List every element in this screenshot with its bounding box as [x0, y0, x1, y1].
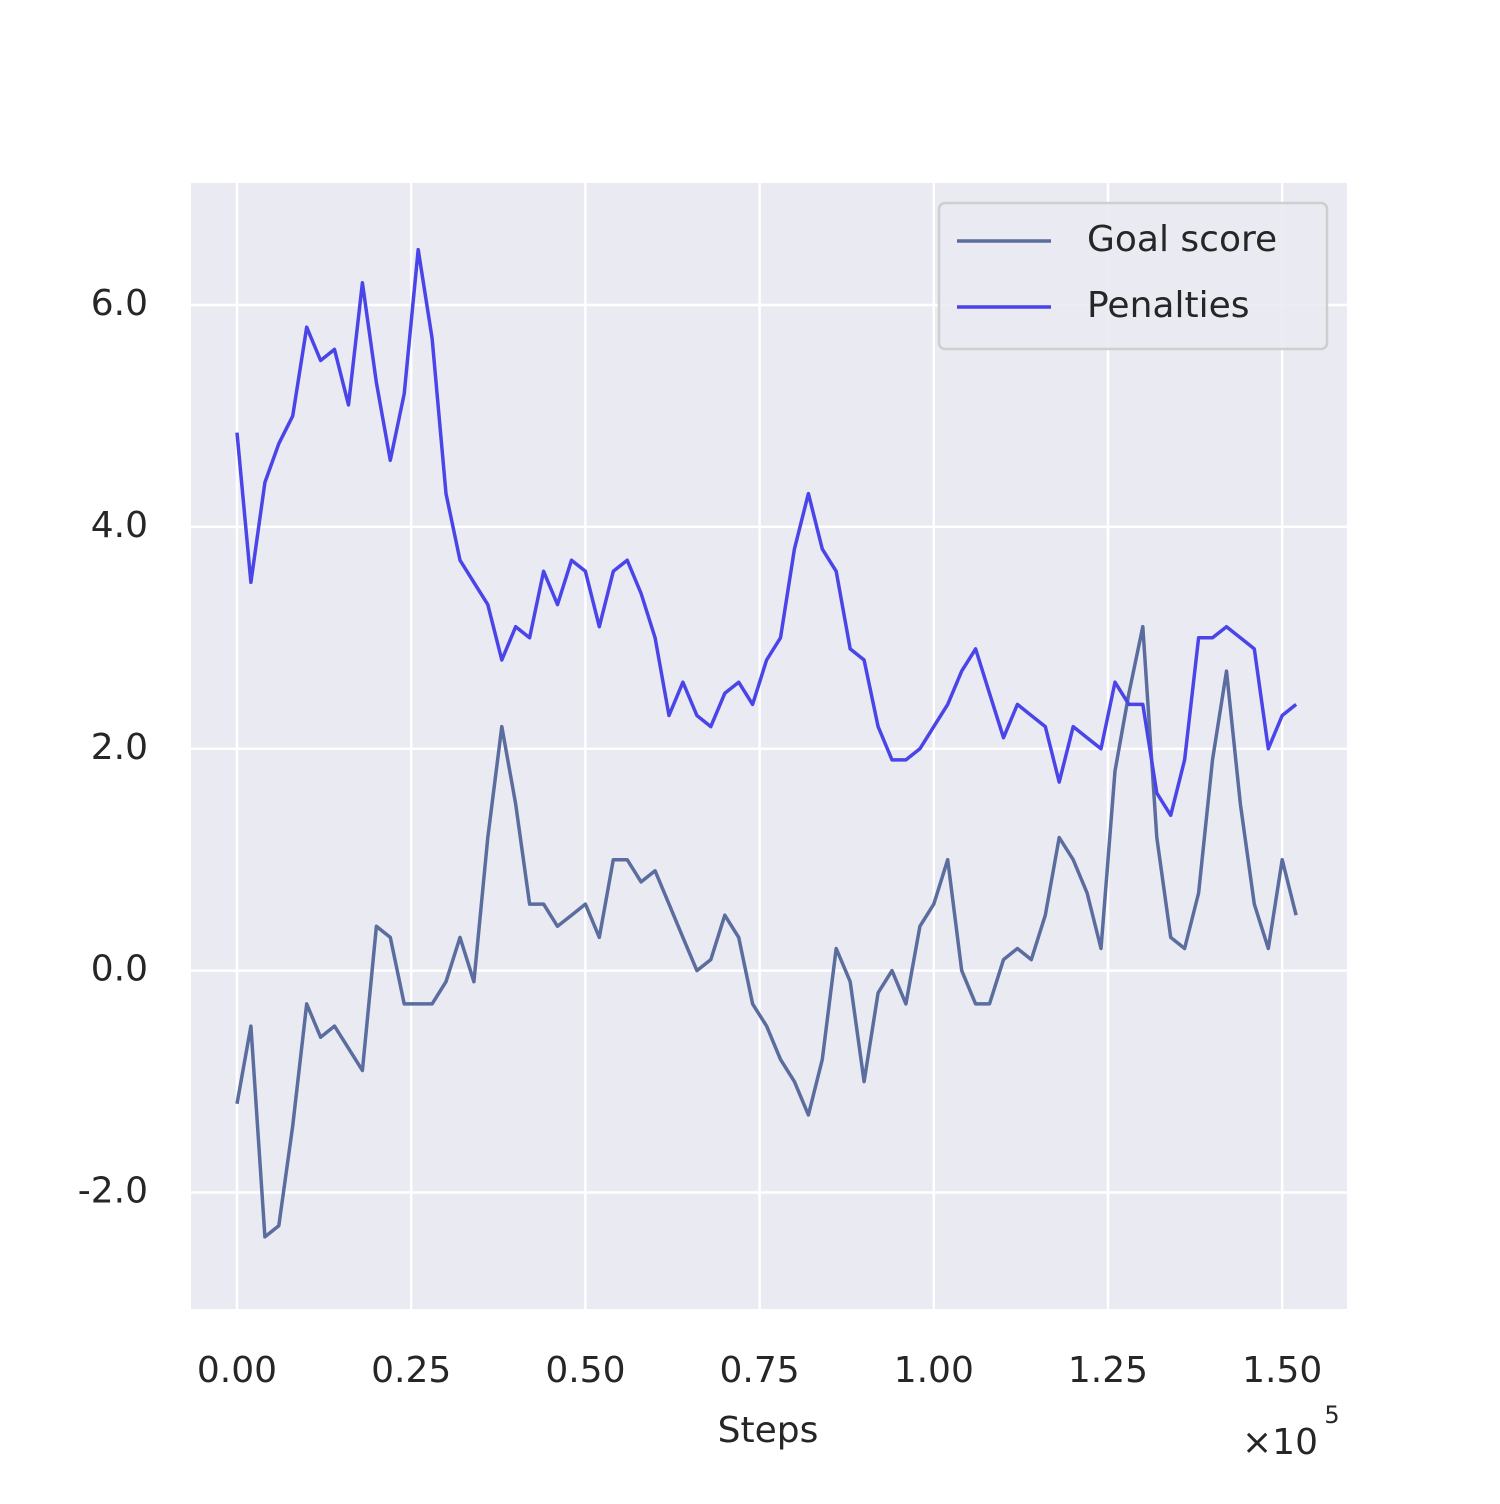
series-line — [235, 247, 1298, 818]
legend-label: Goal score — [1087, 219, 1277, 260]
x-tick-label: 1.00 — [894, 1350, 974, 1391]
x-tick-label: 1.25 — [1068, 1350, 1148, 1391]
x-tick-label: 1.50 — [1242, 1350, 1322, 1391]
x-tick-label: 0.00 — [197, 1350, 277, 1391]
x-multiplier-exponent: 5 — [1324, 1401, 1339, 1429]
legend-label: Penalties — [1087, 285, 1249, 326]
series-line — [235, 624, 1298, 1239]
y-tick-label: 2.0 — [91, 727, 148, 768]
x-tick-label: 0.50 — [545, 1350, 625, 1391]
lines — [235, 247, 1298, 1239]
x-tick-label: 0.25 — [371, 1350, 451, 1391]
y-tick-label: 4.0 — [91, 505, 148, 546]
x-axis-label: Steps — [718, 1410, 819, 1451]
y-tick-label: 6.0 — [91, 283, 148, 324]
y-tick-label: -2.0 — [78, 1171, 148, 1212]
x-multiplier: ×10 — [1242, 1422, 1318, 1463]
plot-area — [191, 183, 1347, 1309]
y-tick-label: 0.0 — [91, 949, 148, 990]
grid — [191, 183, 1347, 1309]
x-tick-label: 0.75 — [720, 1350, 800, 1391]
legend: Goal score Penalties — [937, 201, 1329, 351]
